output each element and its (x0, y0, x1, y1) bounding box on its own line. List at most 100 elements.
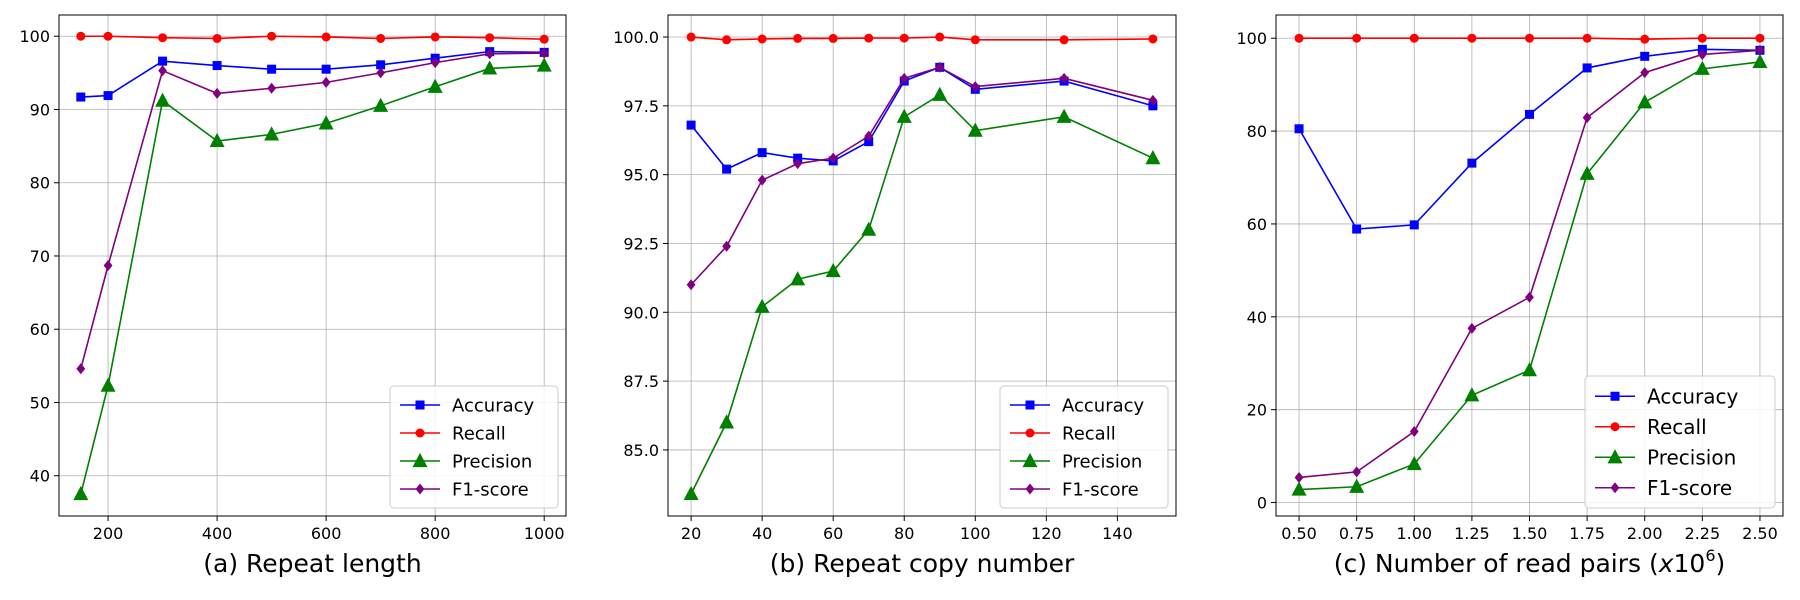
data-point (722, 240, 732, 252)
y-tick-label: 92.5 (623, 234, 659, 253)
data-point (76, 92, 86, 102)
data-point (757, 148, 767, 158)
y-tick-label: 100 (1236, 29, 1267, 48)
data-point (793, 153, 803, 163)
legend-label: F1-score (452, 479, 529, 500)
data-point (828, 152, 838, 164)
x-tick-label: 1.50 (1512, 524, 1548, 543)
series-recall (76, 31, 549, 44)
data-point (267, 64, 277, 74)
data-point (1467, 322, 1477, 334)
data-point (539, 34, 549, 44)
data-point (376, 60, 386, 70)
data-point (1409, 425, 1419, 437)
data-point (1059, 35, 1069, 45)
data-point (482, 60, 498, 75)
data-point (373, 97, 389, 112)
x-tick-label: 120 (1031, 524, 1062, 543)
data-point (158, 33, 168, 43)
data-point (321, 76, 331, 88)
legend-swatch-marker (415, 428, 425, 438)
x-tick-label: 600 (311, 524, 342, 543)
data-point (1352, 33, 1362, 43)
panel-caption: (c) Number of read pairs (x106) (1334, 546, 1726, 578)
legend: Accuracy Recall Precision F1-score (999, 385, 1169, 509)
x-tick-label: 200 (93, 524, 124, 543)
data-point (1294, 471, 1304, 483)
data-point (1579, 165, 1595, 180)
series-line (80, 52, 545, 369)
series-precision (73, 57, 552, 501)
legend-box (1584, 375, 1776, 509)
data-point (1148, 101, 1158, 111)
y-tick-label: 87.5 (623, 372, 659, 391)
data-point (793, 33, 803, 43)
x-tick-label: 20 (681, 524, 701, 543)
data-point (932, 86, 948, 101)
data-point (1349, 478, 1365, 493)
legend-swatch-marker (412, 452, 428, 468)
data-point (1467, 158, 1477, 168)
data-point (722, 35, 732, 45)
data-point (267, 82, 277, 94)
data-point (1637, 94, 1653, 109)
data-point (825, 262, 841, 278)
data-point (73, 485, 89, 501)
legend-swatch-marker (1025, 400, 1035, 410)
data-point (1145, 150, 1161, 165)
data-point (1640, 67, 1650, 79)
legend-swatch-marker (1607, 449, 1623, 464)
data-point (536, 57, 552, 72)
data-point (1294, 33, 1304, 43)
legend-swatch-marker (415, 483, 425, 495)
panel-a: 200 400 600 800 1000 40 50 60 70 80 90 100 Accuracy R… (19, 14, 567, 578)
data-point (1406, 455, 1422, 471)
y-tick-label: 80 (1247, 122, 1267, 141)
data-point (209, 132, 225, 148)
data-point (864, 33, 874, 43)
data-point (754, 298, 770, 313)
data-point (864, 130, 874, 142)
data-point (899, 33, 909, 43)
data-point (1352, 224, 1362, 234)
data-point (1752, 53, 1768, 68)
x-tick-label: 140 (1102, 524, 1133, 543)
x-tick-label: 1.00 (1396, 524, 1432, 543)
data-point (1291, 481, 1307, 496)
data-point (1582, 33, 1592, 43)
legend-label: F1-score (1062, 479, 1139, 500)
axes: 0.50 0.75 1.00 1.25 1.50 1.75 2.00 2.25 2.50 0 20 4… (1236, 29, 1777, 543)
y-tick-label: 85.0 (623, 441, 659, 460)
legend-label: Precision (1647, 445, 1736, 469)
data-point (828, 33, 838, 43)
data-point (899, 72, 909, 84)
data-point (76, 363, 86, 375)
data-point (1464, 387, 1480, 402)
x-tick-label: 40 (752, 524, 772, 543)
data-point (1697, 48, 1707, 60)
x-tick-label: 1000 (524, 524, 565, 543)
legend-label: Accuracy (452, 395, 535, 416)
legend-swatch-marker (1025, 483, 1035, 495)
legend: Accuracy Recall Precision F1-score (1584, 375, 1776, 509)
data-point (158, 65, 167, 77)
data-point (757, 34, 767, 44)
series-f1-score (686, 61, 1158, 291)
panel-b: 20 40 60 80 100 120 140 85.0 87.5 90.0 92.5 95.0 97.… (613, 14, 1177, 578)
data-point (103, 91, 113, 101)
data-point (1694, 60, 1710, 75)
data-point (1409, 33, 1419, 43)
legend-label: Recall (1647, 415, 1707, 439)
y-tick-label: 97.5 (623, 97, 659, 116)
legend-label: Recall (1062, 423, 1116, 444)
data-point (1056, 108, 1072, 123)
legend-label: Accuracy (1062, 395, 1145, 416)
y-tick-label: 40 (1247, 308, 1267, 327)
x-tick-label: 100 (960, 524, 991, 543)
data-point (1582, 63, 1592, 73)
data-point (1148, 94, 1158, 106)
data-point (1522, 362, 1537, 377)
legend: Accuracy Recall Precision F1-score (389, 385, 559, 509)
x-tick-label: 1.25 (1454, 524, 1490, 543)
